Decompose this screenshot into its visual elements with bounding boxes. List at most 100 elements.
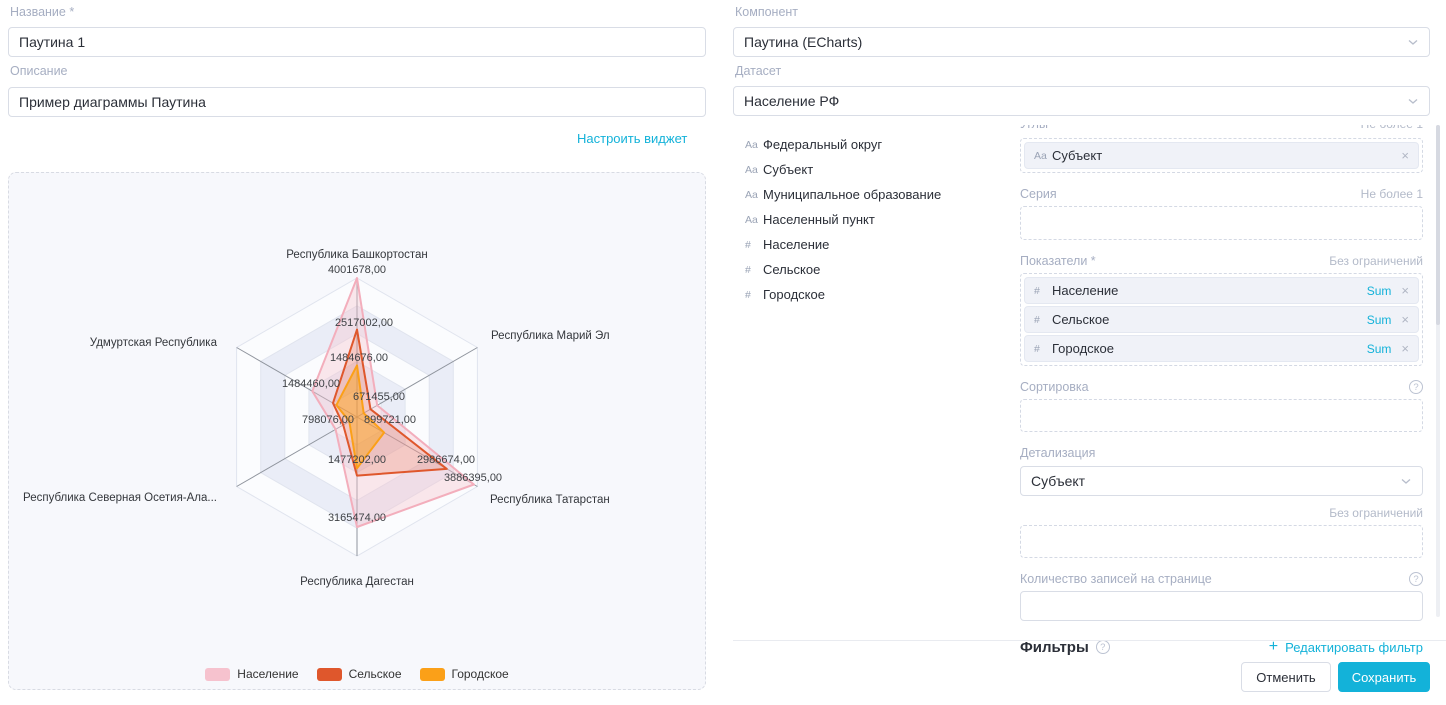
legend-label: Население bbox=[237, 667, 299, 681]
config-scrollbar-track[interactable] bbox=[1436, 125, 1440, 617]
name-input[interactable] bbox=[8, 27, 706, 57]
radar-axis-label: Республика Северная Осетия-Ала... bbox=[23, 492, 217, 504]
configure-widget-link[interactable]: Настроить виджет bbox=[577, 131, 688, 146]
legend-swatch-selskoe bbox=[316, 667, 342, 681]
page-size-input[interactable] bbox=[1020, 591, 1423, 621]
chart-value-label: 798076,00 bbox=[302, 414, 354, 426]
dimension-icon: Aa bbox=[1034, 149, 1047, 162]
series-label: Серия bbox=[1020, 187, 1057, 201]
extra-dropzone[interactable] bbox=[1020, 525, 1423, 558]
cancel-button[interactable]: Отменить bbox=[1241, 662, 1331, 692]
aggregation-badge[interactable]: Sum bbox=[1366, 283, 1392, 298]
legend-item-gorodskoe[interactable]: Городское bbox=[419, 667, 509, 681]
indicator-chip-naselenie[interactable]: # Население Sum × bbox=[1024, 277, 1419, 304]
indicator-chip-selskoe[interactable]: # Сельское Sum × bbox=[1024, 306, 1419, 333]
chevron-down-icon bbox=[1400, 475, 1412, 487]
chart-value-label: 1477202,00 bbox=[327, 454, 387, 466]
chip-label: Городское bbox=[1052, 341, 1114, 356]
chart-value-label: 1484460,00 bbox=[281, 378, 341, 390]
help-icon[interactable]: ? bbox=[1409, 572, 1423, 586]
indicator-chip-gorodskoe[interactable]: # Городское Sum × bbox=[1024, 335, 1419, 362]
chart-value-label: 4001678,00 bbox=[327, 264, 387, 276]
aggregation-badge[interactable]: Sum bbox=[1366, 312, 1392, 327]
radar-chart bbox=[236, 277, 478, 557]
chevron-down-icon bbox=[1407, 36, 1419, 48]
field-label: Муниципальное образование bbox=[763, 187, 942, 202]
help-icon[interactable]: ? bbox=[1095, 640, 1110, 654]
extra-limit: Без ограничений bbox=[1329, 506, 1423, 520]
component-select[interactable]: Паутина (ECharts) bbox=[733, 27, 1430, 57]
field-label: Субъект bbox=[763, 162, 814, 177]
component-value: Паутина (ECharts) bbox=[744, 34, 863, 50]
measure-icon: # bbox=[1034, 313, 1040, 326]
radar-axis-label: Республика Марий Эл bbox=[491, 330, 610, 342]
save-button[interactable]: Сохранить bbox=[1338, 662, 1430, 692]
field-label: Федеральный округ bbox=[763, 137, 883, 152]
legend-swatch-naselenie bbox=[205, 667, 231, 681]
radar-axis-label: Удмуртская Республика bbox=[89, 337, 217, 349]
edit-filter-link[interactable]: + Редактировать фильтр bbox=[1269, 638, 1423, 656]
measure-icon: # bbox=[745, 263, 751, 276]
series-limit: Не более 1 bbox=[1360, 187, 1423, 201]
chip-label: Население bbox=[1052, 283, 1119, 298]
description-label: Описание bbox=[10, 64, 68, 78]
dimension-icon: Aa bbox=[745, 163, 758, 176]
chart-value-label: 671455,00 bbox=[353, 391, 405, 403]
close-icon[interactable]: × bbox=[1401, 148, 1409, 163]
dimension-icon: Aa bbox=[745, 138, 758, 151]
field-item-gorodskoe[interactable]: # Городское bbox=[745, 282, 1005, 307]
sorting-dropzone[interactable] bbox=[1020, 399, 1423, 432]
detail-label: Детализация bbox=[1020, 446, 1096, 460]
chart-legend: Население Сельское Городское bbox=[9, 667, 705, 681]
field-item-federalnyj-okrug[interactable]: Aa Федеральный округ bbox=[745, 132, 1005, 157]
close-icon[interactable]: × bbox=[1401, 312, 1409, 327]
footer-divider bbox=[733, 640, 1446, 641]
radar-axis-label: Республика Башкортостан bbox=[286, 249, 428, 261]
angles-dropzone[interactable]: Aa Субъект × bbox=[1020, 138, 1423, 173]
chart-value-label: 2517002,00 bbox=[334, 317, 394, 329]
close-icon[interactable]: × bbox=[1401, 283, 1409, 298]
dataset-select[interactable]: Население РФ bbox=[733, 86, 1430, 116]
legend-item-naselenie[interactable]: Население bbox=[205, 667, 299, 681]
chevron-down-icon bbox=[1407, 95, 1419, 107]
chart-value-label: 3886395,00 bbox=[443, 472, 503, 484]
help-icon[interactable]: ? bbox=[1409, 380, 1423, 394]
angles-chip-subekt[interactable]: Aa Субъект × bbox=[1024, 142, 1419, 169]
description-input[interactable] bbox=[8, 87, 706, 117]
plus-icon: + bbox=[1268, 638, 1279, 655]
field-label: Городское bbox=[763, 287, 825, 302]
angles-limit: Не более 1 bbox=[1361, 125, 1423, 131]
chart-panel: Население Сельское Городское Республика … bbox=[8, 172, 706, 690]
config-scrollbar-thumb[interactable] bbox=[1436, 125, 1440, 325]
page-size-label: Количество записей на странице bbox=[1020, 572, 1212, 586]
field-item-subekt[interactable]: Aa Субъект bbox=[745, 157, 1005, 182]
chip-label: Субъект bbox=[1052, 148, 1103, 163]
close-icon[interactable]: × bbox=[1401, 341, 1409, 356]
widget-config-panel: Углы * Не более 1 Aa Субъект × Серия Не … bbox=[1020, 125, 1423, 656]
legend-swatch-gorodskoe bbox=[419, 667, 445, 681]
radar-axis-label: Республика Дагестан bbox=[300, 576, 414, 588]
radar-axis-label: Республика Татарстан bbox=[490, 494, 610, 506]
field-label: Населенный пункт bbox=[763, 212, 875, 227]
edit-filter-label: Редактировать фильтр bbox=[1285, 639, 1423, 655]
field-item-selskoe[interactable]: # Сельское bbox=[745, 257, 1005, 282]
field-item-naselennyj-punkt[interactable]: Aa Населенный пункт bbox=[745, 207, 1005, 232]
detail-value: Субъект bbox=[1031, 473, 1086, 489]
field-item-municipalnoe-obrazovanie[interactable]: Aa Муниципальное образование bbox=[745, 182, 1005, 207]
dataset-label: Датасет bbox=[735, 64, 782, 78]
indicators-dropzone[interactable]: # Население Sum × # Сельское Sum × # Гор… bbox=[1020, 273, 1423, 366]
field-list: Aa Федеральный округ Aa Субъект Aa Муниц… bbox=[745, 132, 1005, 307]
indicators-label: Показатели * bbox=[1020, 254, 1096, 268]
field-item-naselenie[interactable]: # Население bbox=[745, 232, 1005, 257]
field-label: Население bbox=[763, 237, 830, 252]
chart-value-label: 899721,00 bbox=[364, 414, 416, 426]
detail-select[interactable]: Субъект bbox=[1020, 466, 1423, 496]
measure-icon: # bbox=[1034, 284, 1040, 297]
series-dropzone[interactable] bbox=[1020, 206, 1423, 240]
component-label: Компонент bbox=[735, 5, 799, 19]
indicators-limit: Без ограничений bbox=[1329, 254, 1423, 268]
legend-label: Сельское bbox=[348, 667, 402, 681]
aggregation-badge[interactable]: Sum bbox=[1366, 341, 1392, 356]
legend-item-selskoe[interactable]: Сельское bbox=[316, 667, 402, 681]
measure-icon: # bbox=[1034, 342, 1040, 355]
